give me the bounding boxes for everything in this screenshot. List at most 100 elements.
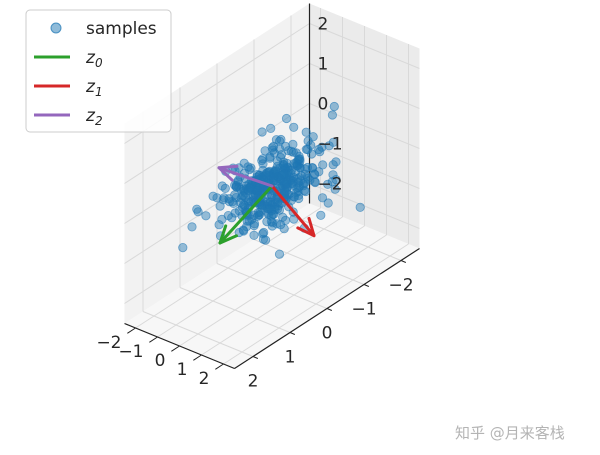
sample-point [318,160,328,170]
sample-point [249,219,260,229]
sample-point [310,177,320,187]
sample-point [327,110,337,120]
grid-line [309,23,420,69]
sample-point [249,230,259,240]
sample-point [224,194,234,204]
sample-point [274,249,285,259]
z-tick-label: 2 [318,15,329,35]
sample-point [201,211,211,221]
sample-point [355,202,365,212]
sample-point [302,144,313,155]
sample-point [215,201,225,211]
sample-point [317,193,328,203]
x-tick-mark [363,284,370,287]
y-tick-label: −1 [118,342,143,362]
sample-point [275,220,286,230]
legend-label-z1: z1 [85,77,103,99]
x-tick-mark [289,332,296,335]
y-tick-mark [149,336,158,343]
x-tick-mark [400,260,407,263]
sample-point [260,146,270,156]
sample-point [187,222,197,232]
sample-point [286,146,296,156]
y-tick-mark [215,363,224,370]
y-tick-mark [171,345,180,352]
sample-point [331,175,341,185]
y-tick-label: 2 [199,369,210,389]
sample-point [257,127,267,137]
x-tick-label: 2 [248,372,259,392]
sample-point [231,180,241,190]
sample-point [294,154,304,164]
sample-point [288,139,298,149]
sample-point [289,122,299,132]
sample-point [245,183,255,193]
x-tick-label: −1 [351,300,376,320]
y-tick-label: −2 [96,333,121,353]
watermark-text: 知乎 @月来客栈 [455,424,565,442]
z-tick-label: −2 [318,175,343,195]
arrowhead-z0 [218,224,238,245]
sample-point [257,201,267,211]
vector-z0 [218,184,274,245]
sample-point [217,181,227,191]
sample-point [236,193,246,203]
sample-point [280,141,291,151]
sample-point [266,123,276,133]
sample-point [255,207,265,217]
sample-point [271,194,281,204]
legend-box [25,9,172,133]
sample-point [331,157,341,167]
sample-point [252,186,262,196]
sample-point [267,221,277,231]
sample-point [239,226,249,236]
arrowhead-z1 [296,216,316,238]
y-tick-mark [193,354,202,361]
sample-point [280,186,290,197]
sample-point [323,198,333,208]
sample-point [247,214,257,224]
vector-z2 [217,166,274,188]
sample-point [260,235,271,245]
legend-entry-z1: z1 [34,77,103,99]
axis-lines [124,3,420,370]
z-tick-label: 1 [318,55,329,75]
legend: samples z0 z1 z2 [25,9,172,133]
sample-point [258,154,268,164]
sample-point [208,191,218,201]
grid-line [124,63,310,184]
grid-line [124,103,310,224]
sample-point [328,160,338,170]
arrowhead-z2 [217,164,239,182]
sample-point [274,136,285,146]
sample-point [268,141,279,151]
sample-point [300,169,310,179]
sample-point [193,207,203,217]
sample-point [289,192,299,202]
legend-label-z2: z2 [85,106,103,128]
sample-point [292,183,302,193]
sample-point [245,164,255,175]
sample-point [315,147,325,157]
grid-line [179,287,291,333]
sample-point [178,243,188,253]
grid-line [309,103,420,149]
legend-label-z0: z0 [85,48,103,70]
y-tick-label: 0 [155,351,166,371]
sample-point [223,211,233,221]
sample-point [281,113,292,124]
sample-point [278,160,289,170]
sample-point [324,141,334,151]
y-tick-label: 1 [177,360,188,380]
sample-point [328,170,338,180]
legend-marker-samples [50,22,62,34]
sample-point [272,156,282,166]
sample-point [254,170,264,180]
grid-line [142,311,254,357]
grid-line [179,225,365,347]
grid-line [309,63,420,109]
x-tick-mark [252,356,259,359]
vector-arrows [217,164,316,245]
sample-point [309,169,319,179]
